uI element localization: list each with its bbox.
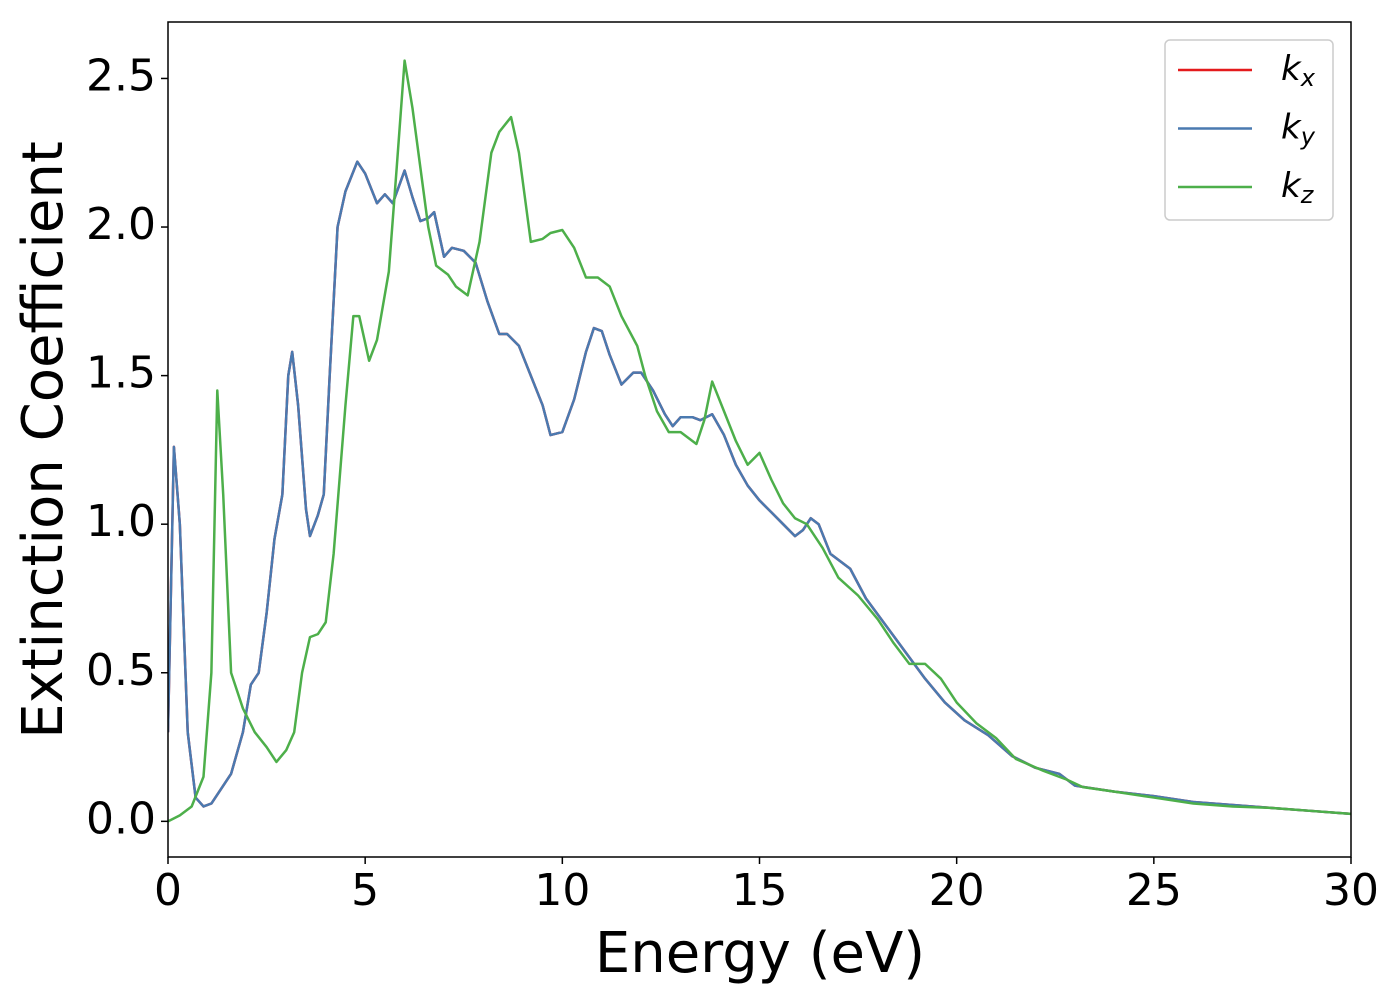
legend-label: kz — [1281, 166, 1315, 210]
y-tick-label: 1.0 — [86, 496, 156, 547]
x-tick-label: 30 — [1323, 865, 1379, 916]
plot-frame — [167, 21, 1352, 858]
y-tick-label: 0.5 — [86, 645, 156, 696]
series-line — [168, 59, 1351, 823]
series-line — [168, 160, 1351, 816]
x-axis-title: Energy (eV) — [595, 921, 925, 986]
x-tick-label: 0 — [154, 865, 182, 916]
x-tick-label: 10 — [534, 865, 590, 916]
legend-label: ky — [1281, 107, 1316, 151]
x-tick-label: 15 — [732, 865, 788, 916]
legend-label: kx — [1281, 49, 1316, 93]
y-axis-title: Extinction Coefficient — [11, 141, 76, 739]
y-tick-label: 2.0 — [86, 199, 156, 250]
y-tick-label: 2.5 — [86, 50, 156, 101]
legend-box — [1164, 39, 1334, 221]
y-tick-label: 1.5 — [86, 348, 156, 399]
x-tick-label: 5 — [351, 865, 379, 916]
x-tick-label: 25 — [1126, 865, 1182, 916]
x-tick-label: 20 — [929, 865, 985, 916]
series-line — [168, 160, 1351, 816]
y-tick-label: 0.0 — [86, 793, 156, 844]
